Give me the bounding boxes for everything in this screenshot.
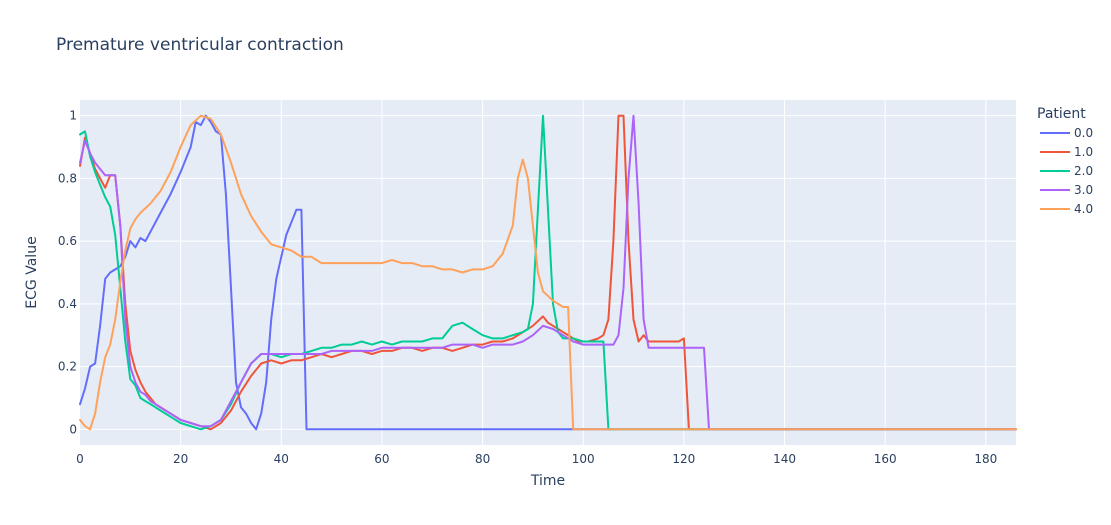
series-line-2.0[interactable] — [79, 114, 1017, 431]
legend-item[interactable]: 4.0 — [1040, 202, 1093, 216]
series-lines — [79, 114, 1017, 431]
y-tick-label: 1 — [69, 109, 77, 123]
legend-item[interactable]: 0.0 — [1040, 126, 1093, 140]
x-tick-label: 120 — [672, 452, 695, 466]
x-tick-label: 160 — [874, 452, 897, 466]
series-line-0.0[interactable] — [79, 114, 1017, 431]
legend-label: 4.0 — [1074, 202, 1093, 216]
plot-area — [80, 100, 1016, 445]
y-tick-label: 0 — [69, 422, 77, 436]
x-tick-label: 80 — [475, 452, 490, 466]
legend-item[interactable]: 2.0 — [1040, 164, 1093, 178]
y-tick-label: 0.6 — [58, 234, 77, 248]
legend-title: Patient — [1037, 106, 1086, 122]
x-tick-label: 40 — [274, 452, 289, 466]
x-axis-ticks: 0 20 40 60 80 100 120 140 160 180 — [76, 452, 997, 466]
x-tick-label: 60 — [374, 452, 389, 466]
legend-label: 1.0 — [1074, 145, 1093, 159]
x-tick-label: 100 — [572, 452, 595, 466]
series-line-1.0[interactable] — [79, 114, 1017, 431]
series-line-3.0[interactable] — [79, 114, 1017, 431]
legend-items[interactable]: 0.0 1.0 2.0 3.0 4.0 — [1040, 126, 1093, 216]
x-tick-label: 0 — [76, 452, 84, 466]
legend-label: 3.0 — [1074, 183, 1093, 197]
x-tick-label: 20 — [173, 452, 188, 466]
y-axis-title: ECG Value — [24, 236, 40, 308]
legend-item[interactable]: 1.0 — [1040, 145, 1093, 159]
y-axis-ticks: 0 0.2 0.4 0.6 0.8 1 — [58, 109, 77, 437]
x-tick-label: 140 — [773, 452, 796, 466]
y-tick-label: 0.2 — [58, 360, 77, 374]
x-axis-title: Time — [530, 473, 565, 489]
legend-label: 2.0 — [1074, 164, 1093, 178]
legend-label: 0.0 — [1074, 126, 1093, 140]
x-tick-label: 180 — [974, 452, 997, 466]
y-tick-label: 0.4 — [58, 297, 77, 311]
legend[interactable]: Patient 0.0 1.0 2.0 3.0 4.0 — [1037, 106, 1093, 216]
series-line-4.0[interactable] — [79, 114, 1017, 431]
y-tick-label: 0.8 — [58, 171, 77, 185]
legend-item[interactable]: 3.0 — [1040, 183, 1093, 197]
chart-title: Premature ventricular contraction — [56, 35, 344, 55]
